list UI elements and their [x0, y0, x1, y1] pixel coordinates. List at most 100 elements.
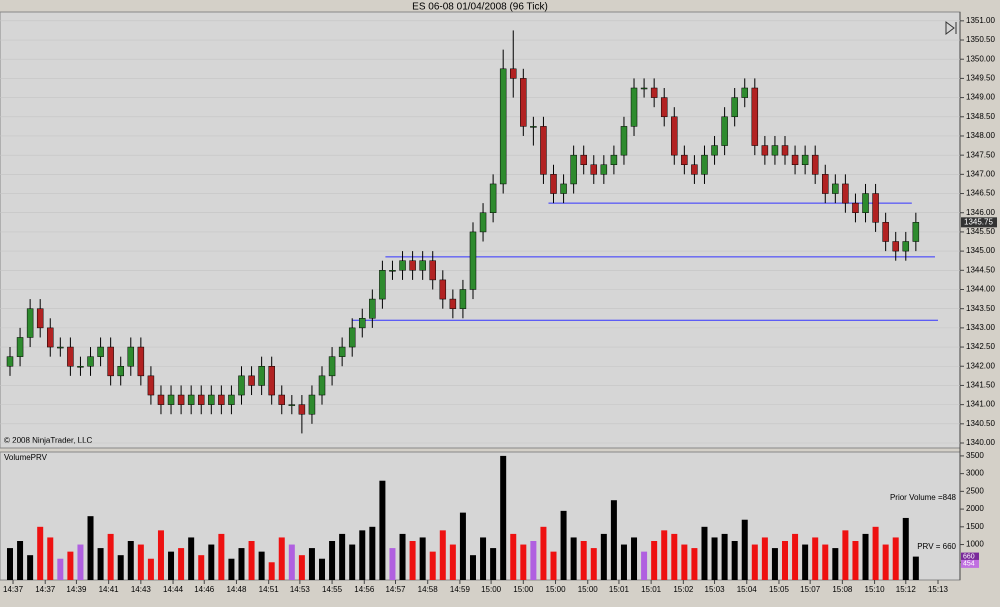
candle-body: [801, 154, 809, 166]
x-tick-label: 14:51: [259, 585, 280, 594]
candle-body: [711, 145, 718, 156]
candle-body: [902, 241, 910, 252]
candle-body: [751, 87, 759, 146]
candle-body: [167, 394, 175, 405]
candle-body: [16, 337, 24, 357]
volume-bar: [298, 555, 305, 580]
candle-body: [439, 279, 447, 300]
y-tick-label: 1341.50: [966, 381, 995, 390]
candle-body: [811, 154, 819, 175]
candle-body: [127, 346, 135, 367]
candle-body: [842, 183, 849, 204]
prior-volume: Prior Volume =848: [890, 493, 957, 502]
volume-bar: [570, 537, 577, 580]
volume-bar: [409, 540, 416, 580]
x-tick-label: 14:59: [450, 585, 471, 594]
volume-bar: [399, 533, 406, 580]
volume-bar: [97, 548, 104, 580]
volume-bar: [117, 555, 124, 580]
x-tick-label: 15:10: [865, 585, 886, 594]
x-tick-label: 15:01: [641, 585, 662, 594]
candle-body: [509, 68, 517, 79]
candle-body: [550, 174, 557, 194]
last-price-box: [961, 217, 997, 228]
candle-body: [862, 193, 869, 213]
candle-body: [701, 154, 708, 175]
volume-marker-label: 660: [963, 553, 975, 560]
candle-body: [912, 222, 920, 242]
volume-bar: [701, 526, 708, 580]
candle-body: [822, 174, 829, 194]
volume-bar: [419, 537, 426, 580]
candle-body: [620, 126, 628, 156]
candle-body: [369, 298, 376, 319]
candle-body: [197, 394, 205, 405]
volume-bar: [620, 544, 627, 580]
x-tick-label: 14:58: [418, 585, 439, 594]
candle-body: [872, 193, 879, 223]
volume-bar: [439, 530, 446, 580]
x-tick-label: 15:05: [769, 585, 790, 594]
volume-bar: [308, 548, 315, 580]
volume-bar: [892, 537, 899, 580]
candle-body: [459, 289, 467, 309]
candle-body: [640, 87, 648, 90]
volume-bar: [580, 540, 587, 580]
y-tick-label: 1343.00: [966, 323, 995, 332]
candle-body: [228, 394, 235, 405]
candle-body: [328, 356, 336, 377]
prv-label: PRV = 660: [917, 542, 956, 551]
volume-bar: [429, 551, 436, 580]
x-tick-label: 14:56: [354, 585, 375, 594]
x-tick-label: 14:55: [322, 585, 343, 594]
y-tick-label: 1349.50: [966, 74, 995, 83]
candle-body: [630, 87, 638, 127]
volume-bar: [882, 544, 889, 580]
x-tick-label: 15:02: [673, 585, 694, 594]
candle-body: [832, 183, 839, 194]
volume-bar: [137, 544, 144, 580]
volume-bar: [389, 548, 396, 580]
candle-body: [137, 346, 145, 377]
candle-body: [791, 154, 799, 166]
candle-body: [429, 260, 436, 281]
candle-body: [268, 366, 275, 396]
volume-bar: [188, 537, 195, 580]
y-tick-label: 1347.50: [966, 150, 995, 159]
y-tick-label: 1342.50: [966, 342, 995, 351]
candle-body: [399, 260, 406, 271]
y-tick-label: 1346.50: [966, 189, 995, 198]
candle-body: [318, 375, 326, 396]
candle-body: [218, 394, 225, 405]
y-tick-label: 1349.00: [966, 93, 995, 102]
volume-bar: [27, 555, 34, 580]
volume-bar: [490, 548, 497, 580]
candle-body: [721, 116, 728, 146]
y-tick-label: 2500: [966, 486, 984, 495]
volume-marker-box: [961, 552, 979, 561]
scroll-icon[interactable]: [945, 21, 957, 35]
y-tick-label: 1344.00: [966, 285, 995, 294]
volume-bar: [359, 530, 366, 580]
candle-body: [57, 346, 64, 349]
volume-bar: [449, 544, 456, 580]
candle-body: [530, 126, 537, 128]
x-tick-label: 14:53: [290, 585, 311, 594]
volume-bar: [661, 530, 668, 580]
volume-title: VolumePRV: [4, 453, 48, 462]
volume-bar: [812, 537, 819, 580]
x-tick-label: 14:41: [99, 585, 120, 594]
candle-body: [107, 346, 114, 377]
candle-body: [208, 394, 215, 405]
volume-bar: [912, 556, 919, 580]
volume-bar: [57, 558, 64, 580]
volume-bar: [741, 519, 748, 580]
volume-bar: [832, 548, 839, 580]
volume-bar: [842, 530, 849, 580]
x-tick-label: 14:48: [226, 585, 247, 594]
candle-body: [580, 154, 587, 166]
y-tick-label: 1345.50: [966, 227, 995, 236]
volume-bar: [248, 540, 255, 580]
volume-bar: [721, 533, 728, 580]
